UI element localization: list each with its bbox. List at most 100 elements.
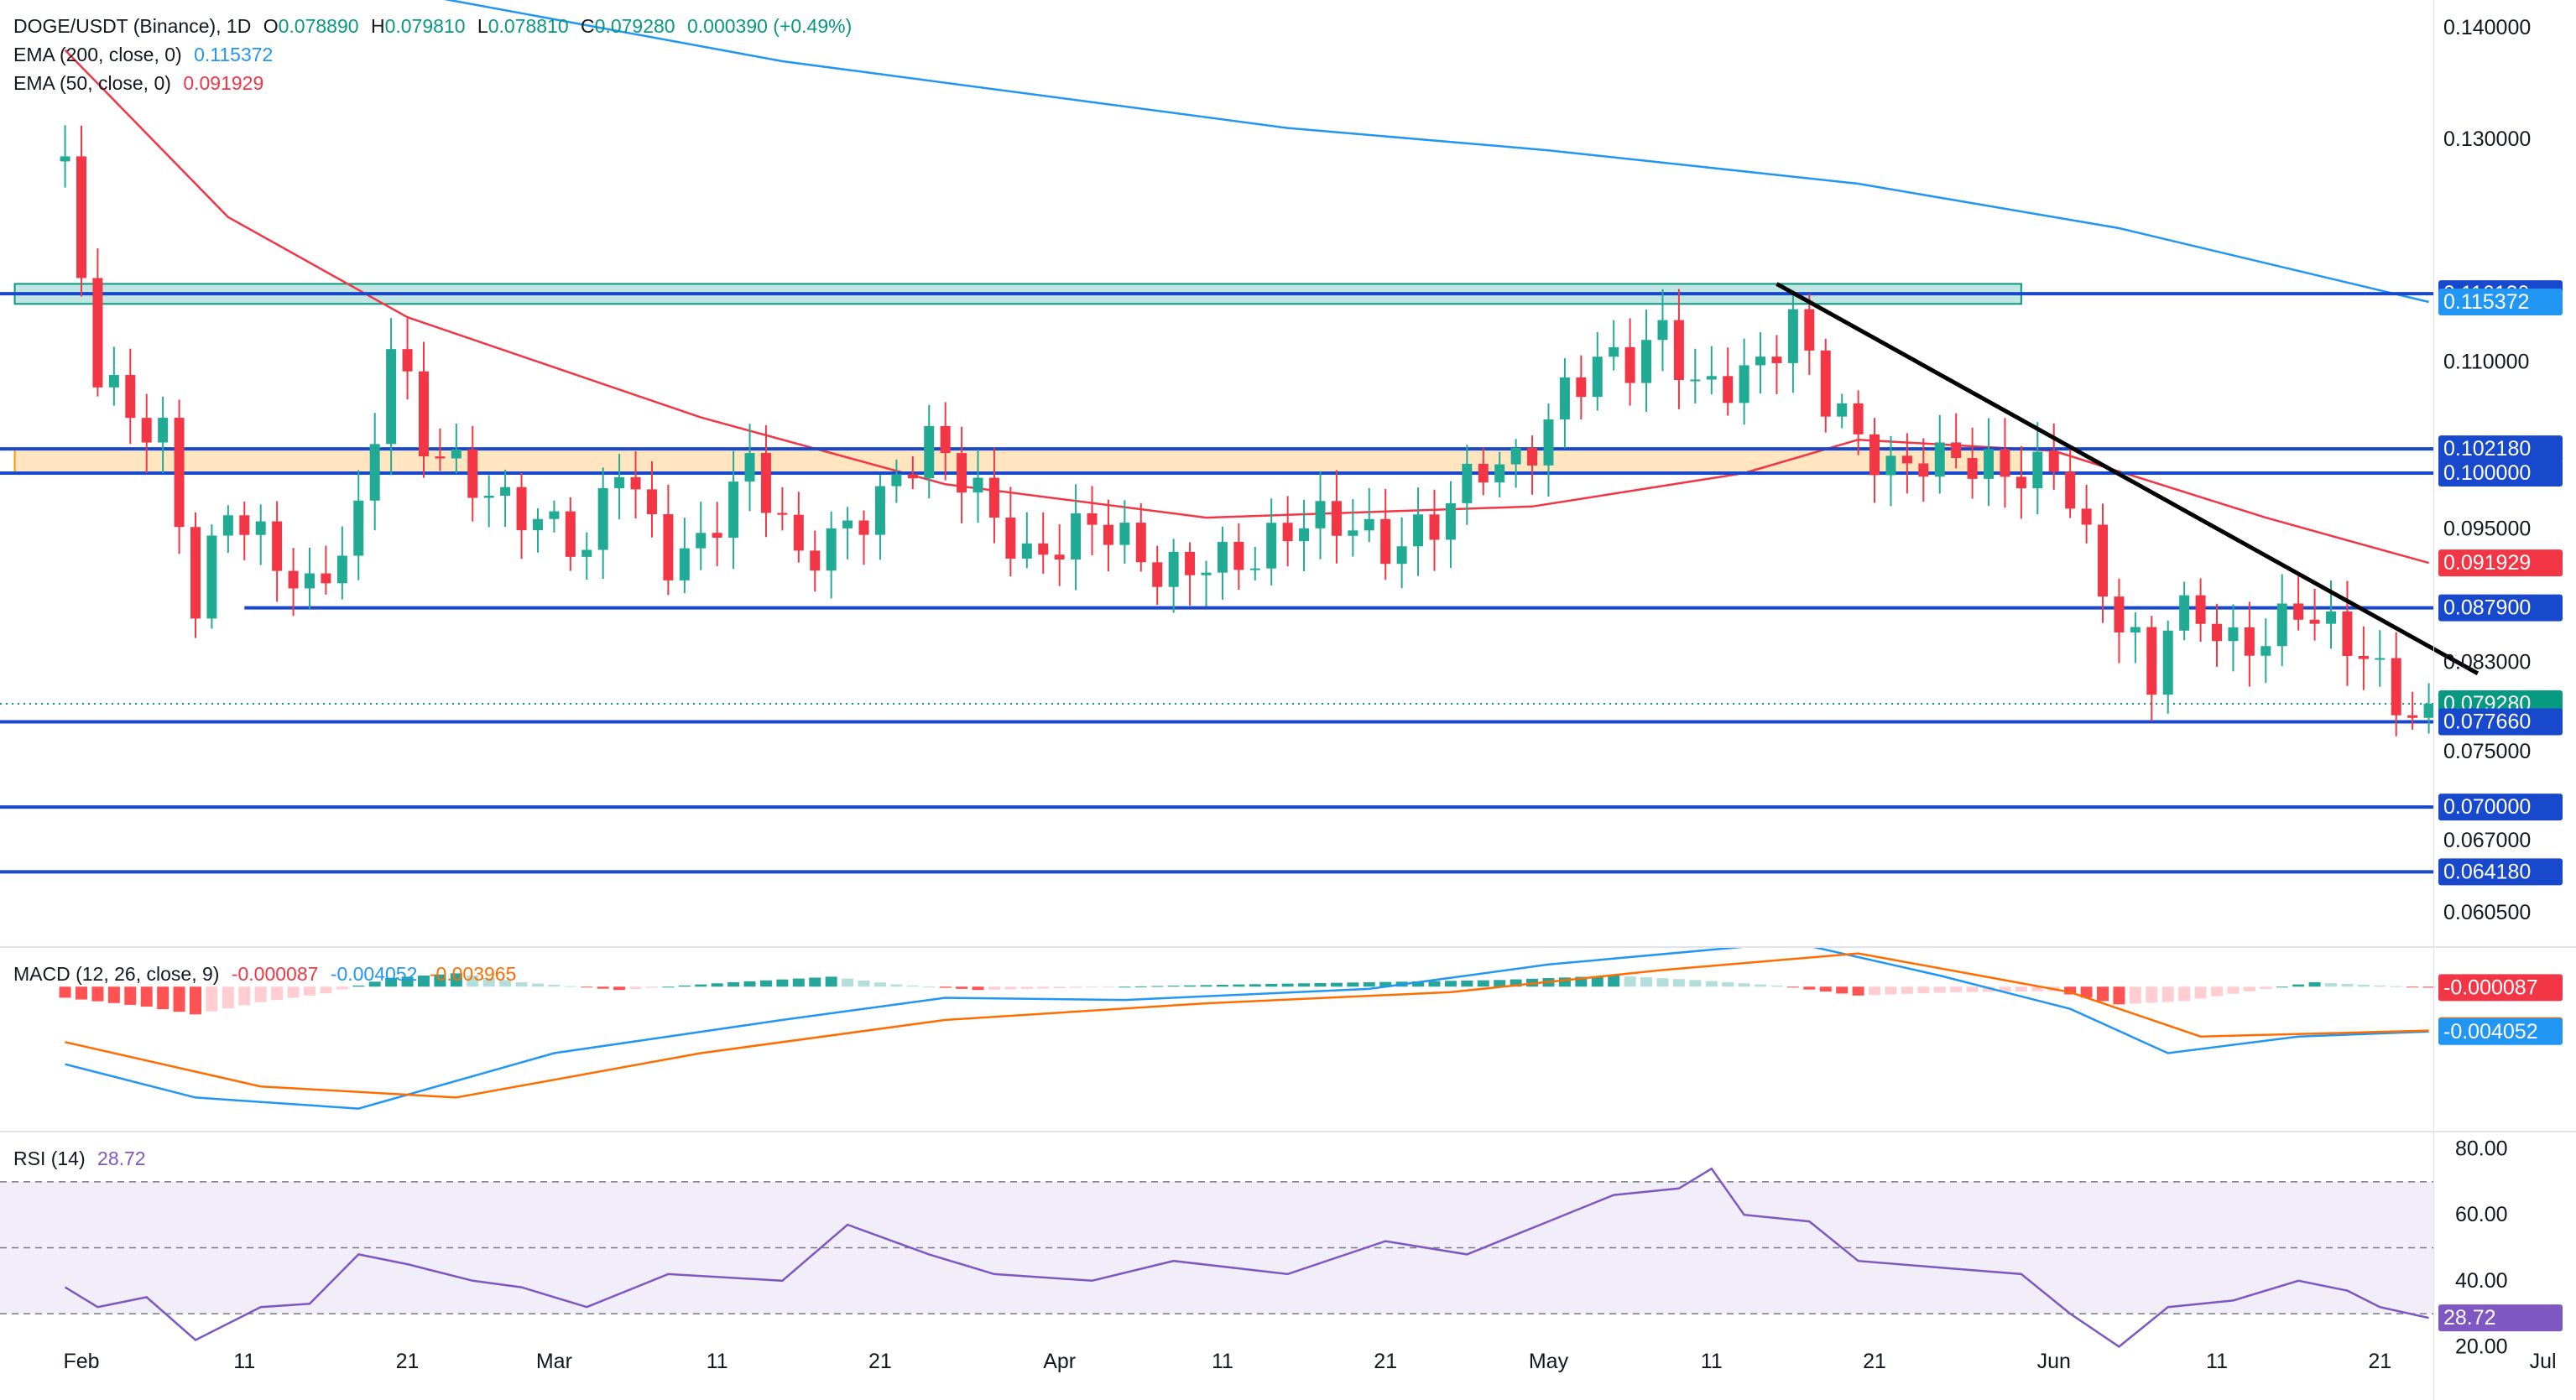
macd-histogram-bar (662, 986, 675, 988)
candle-body (288, 570, 299, 589)
macd-histogram-bar (1591, 976, 1603, 987)
candle-body (2293, 603, 2304, 620)
macd-histogram-bar (581, 986, 593, 988)
macd-histogram-bar (2064, 986, 2077, 995)
macd-histogram-bar (759, 980, 772, 987)
macd-histogram-bar (1558, 977, 1571, 987)
candle-body (2228, 627, 2239, 642)
candle-body (1657, 320, 1668, 341)
macd-histogram-bar (2161, 986, 2174, 1002)
macd-signal-value: -0.003965 (429, 963, 517, 985)
candle-body (1901, 455, 1912, 464)
x-tick-label: May (1529, 1350, 1569, 1373)
macd-histogram-bar (1233, 984, 1245, 987)
price-label: -0.000087 (2443, 976, 2538, 999)
candle-body (679, 548, 690, 580)
macd-histogram-bar (91, 986, 104, 1002)
macd-histogram-bar (1869, 986, 1881, 996)
x-tick-label: 11 (1212, 1350, 1233, 1373)
price-label-bg (2438, 289, 2563, 316)
price-label: 0.064180 (2443, 860, 2531, 883)
candle-body (1168, 551, 1179, 587)
candle-body (1885, 455, 1896, 476)
rsi-label[interactable]: RSI (14) (13, 1148, 86, 1169)
candle-body (2065, 471, 2076, 509)
macd-histogram-bar (1086, 986, 1098, 988)
candle-body (1478, 463, 1489, 483)
macd-histogram-bar (189, 986, 201, 1015)
candle-body (1510, 447, 1521, 465)
candle-body (255, 521, 266, 535)
candle-body (1005, 518, 1016, 559)
macd-histogram-bar (482, 977, 495, 987)
macd-legend: MACD (12, 26, close, 9) -0.000087 -0.004… (13, 963, 523, 986)
macd-histogram-bar (1363, 981, 1375, 987)
price-label: 0.070000 (2443, 795, 2531, 819)
candle-body (2309, 619, 2320, 624)
macd-histogram-bar (1722, 981, 1734, 987)
candle-body (1201, 572, 1212, 575)
macd-histogram-bar (401, 976, 414, 987)
macd-histogram-bar (1265, 983, 1278, 987)
candle-body (2423, 703, 2434, 718)
low-value: 0.078810 (488, 15, 569, 37)
macd-histogram-bar (2146, 986, 2158, 1003)
candle-body (435, 456, 446, 459)
candle-body (1087, 513, 1098, 525)
price-axis-separator (2433, 0, 2434, 1400)
macd-histogram-bar (1070, 986, 1082, 988)
candle-body (2342, 611, 2353, 656)
macd-histogram-bar (1755, 984, 1767, 987)
macd-histogram-bar (613, 986, 626, 991)
macd-histogram-bar (368, 981, 381, 987)
candle-body (386, 349, 397, 445)
x-tick-label: Jul (2530, 1350, 2557, 1373)
candle-body (1462, 463, 1473, 503)
price-label-bg (2438, 794, 2563, 821)
rsi-y-tick-label: 20.00 (2455, 1335, 2508, 1358)
candle-body (2081, 508, 2092, 525)
ema50-label[interactable]: EMA (50, close, 0) (13, 72, 171, 94)
macd-histogram-bar (1852, 986, 1864, 996)
candle-body (1592, 357, 1603, 398)
candle-body (2375, 658, 2386, 660)
candle-body (1299, 528, 1310, 542)
signal-line (65, 952, 2429, 1099)
candle-body (1266, 523, 1277, 569)
macd-histogram-bar (2113, 986, 2125, 1005)
candle-body (1641, 340, 1652, 383)
rsi-legend: RSI (14) 28.72 (13, 1148, 153, 1170)
macd-histogram-bar (743, 981, 756, 987)
ema200-label[interactable]: EMA (200, close, 0) (13, 44, 182, 65)
candle-body (973, 477, 983, 493)
macd-label[interactable]: MACD (12, 26, close, 9) (13, 963, 220, 985)
macd-histogram-bar (1102, 986, 1114, 988)
candle-body (1690, 379, 1701, 382)
candle-body (1217, 541, 1228, 573)
macd-histogram-bar (2357, 984, 2370, 987)
candle-body (1984, 449, 1995, 479)
candle-body (728, 481, 739, 538)
candle-body (353, 500, 364, 556)
candle-body (1071, 513, 1082, 559)
y-tick-label: 0.140000 (2443, 16, 2531, 39)
candle-body (467, 449, 478, 498)
macd-histogram-bar (1379, 981, 1392, 987)
macd-histogram-bar (1672, 979, 1685, 987)
macd-histogram-bar (1347, 982, 1359, 987)
candle-body (1380, 518, 1391, 565)
price-label-bg (2438, 460, 2563, 487)
x-tick-label: 21 (396, 1350, 420, 1373)
macd-histogram-bar (1901, 986, 1913, 994)
candle-body (1429, 514, 1440, 540)
candle-body (2212, 623, 2223, 642)
price-label: 0.077660 (2443, 710, 2531, 733)
candle-body (1771, 357, 1782, 363)
candle-body (663, 514, 674, 580)
ema50-value: 0.091929 (183, 72, 264, 94)
price-label: 28.72 (2443, 1306, 2496, 1330)
candle-body (842, 520, 853, 528)
candle-body (402, 349, 413, 372)
symbol-title[interactable]: DOGE/USDT (Binance), 1D (13, 15, 252, 37)
